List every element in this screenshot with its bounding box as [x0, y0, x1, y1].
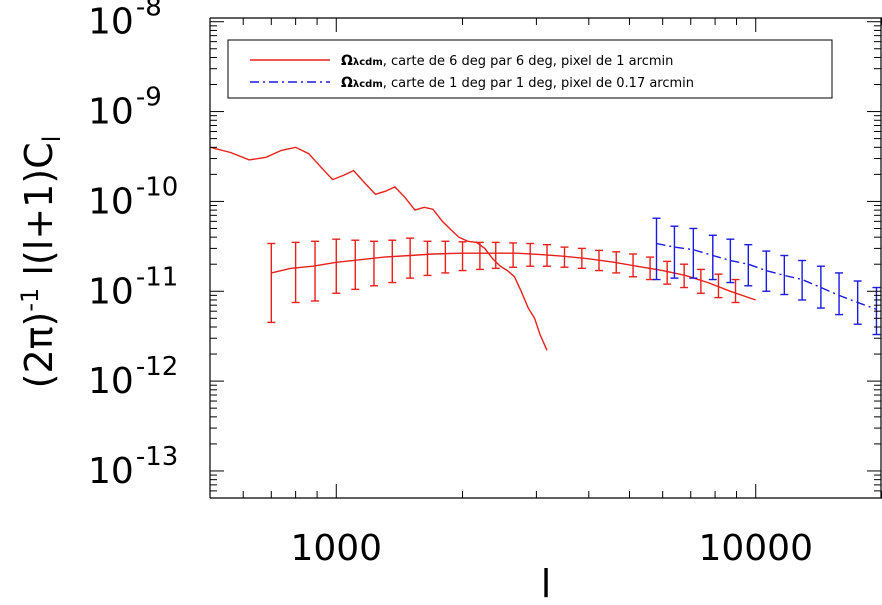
errorbar — [406, 237, 415, 279]
errorbar — [696, 268, 705, 294]
errorbar — [369, 240, 378, 287]
y-tick-base: 10 — [88, 92, 134, 133]
series-line-1 — [271, 252, 756, 301]
legend-1-symbol: Ω — [341, 53, 353, 69]
y-tick-exp: -13 — [136, 442, 178, 472]
ticks-layer — [209, 18, 882, 499]
x-tick-label: 1000 — [290, 528, 382, 569]
errorbar — [594, 249, 603, 272]
errorbar — [663, 260, 672, 285]
errorbar — [853, 280, 862, 325]
errorbar — [526, 242, 535, 267]
y-tick-exp: -12 — [136, 352, 178, 382]
errorbar — [726, 238, 735, 284]
errorbar — [423, 240, 432, 277]
y-tick-base: 10 — [88, 181, 134, 222]
y-title-prefix: (2 — [17, 349, 61, 388]
y-title-rest: l(l+1)C — [17, 142, 61, 287]
errorbar — [491, 241, 500, 270]
y-tick-base: 10 — [88, 2, 134, 43]
errorbar — [475, 241, 484, 271]
errorbar — [680, 263, 689, 289]
y-tick-label: 10-12 — [88, 352, 178, 402]
y-title-paren: ) — [17, 312, 61, 327]
errorbar — [762, 250, 771, 292]
series-line-0 — [210, 146, 548, 351]
y-title-pi: π — [17, 326, 61, 349]
errorbar — [612, 251, 621, 274]
y-tick-base: 10 — [88, 361, 134, 402]
legend-entry-1: Ωλcdm, carte de 6 deg par 6 deg, pixel d… — [341, 53, 673, 69]
legend-2-text: , carte de 1 deg par 1 deg, pixel de 0.1… — [383, 76, 694, 91]
errorbar — [670, 225, 679, 279]
legend-2-sub: λcdm — [353, 79, 383, 90]
y-title-exp: -1 — [16, 288, 44, 312]
errorbar — [629, 253, 638, 278]
y-tick-label: 10-10 — [88, 172, 178, 222]
errorbar — [577, 247, 586, 270]
y-axis-title-text: (2π)-1 l(l+1)Cl — [16, 136, 66, 389]
errorbar — [388, 239, 397, 284]
legend-1-sub: λcdm — [353, 57, 383, 68]
errorbar — [509, 242, 518, 268]
y-tick-exp: -8 — [136, 0, 162, 23]
errorbar — [652, 217, 661, 281]
errorbar — [798, 259, 807, 301]
errorbar — [291, 241, 300, 304]
y-tick-exp: -11 — [136, 262, 178, 292]
errorbar — [332, 238, 341, 294]
y-tick-label: 10-9 — [88, 83, 162, 133]
errorbar — [560, 246, 569, 268]
series-layer — [210, 146, 877, 351]
errorbar — [780, 254, 789, 296]
legend: Ωλcdm, carte de 6 deg par 6 deg, pixel d… — [227, 39, 833, 99]
y-tick-exp: -9 — [136, 83, 162, 113]
y-tick-label: 10-13 — [88, 442, 178, 492]
errorbar — [731, 278, 740, 304]
errorbar — [816, 265, 825, 309]
errorbar — [441, 240, 450, 274]
errorbar — [835, 272, 844, 316]
x-tick-label: 10000 — [698, 528, 813, 569]
errorbar — [458, 241, 467, 272]
legend-1-text: , carte de 6 deg par 6 deg, pixel de 1 a… — [383, 54, 674, 69]
y-tick-base: 10 — [88, 271, 134, 312]
errorbar — [689, 227, 698, 279]
x-axis-title: l — [541, 562, 552, 605]
y-title-sub: l — [38, 136, 66, 143]
errorbar — [311, 240, 320, 302]
legend-box — [227, 39, 833, 99]
y-tick-base: 10 — [88, 451, 134, 492]
errorbar — [351, 239, 360, 291]
errorbar — [744, 243, 753, 287]
y-tick-exp: -10 — [136, 172, 178, 202]
y-axis-title: (2π)-1 l(l+1)Cl — [16, 136, 66, 389]
legend-2-symbol: Ω — [341, 75, 353, 91]
y-tick-label: 10-8 — [88, 0, 162, 43]
errorbar — [708, 234, 717, 281]
errorbar — [267, 242, 276, 324]
legend-entry-2: Ωλcdm, carte de 1 deg par 1 deg, pixel d… — [341, 75, 694, 91]
y-tick-label: 10-11 — [88, 262, 178, 312]
plot-axes — [209, 17, 882, 499]
errorbar — [543, 243, 552, 267]
errorbar — [714, 273, 723, 299]
